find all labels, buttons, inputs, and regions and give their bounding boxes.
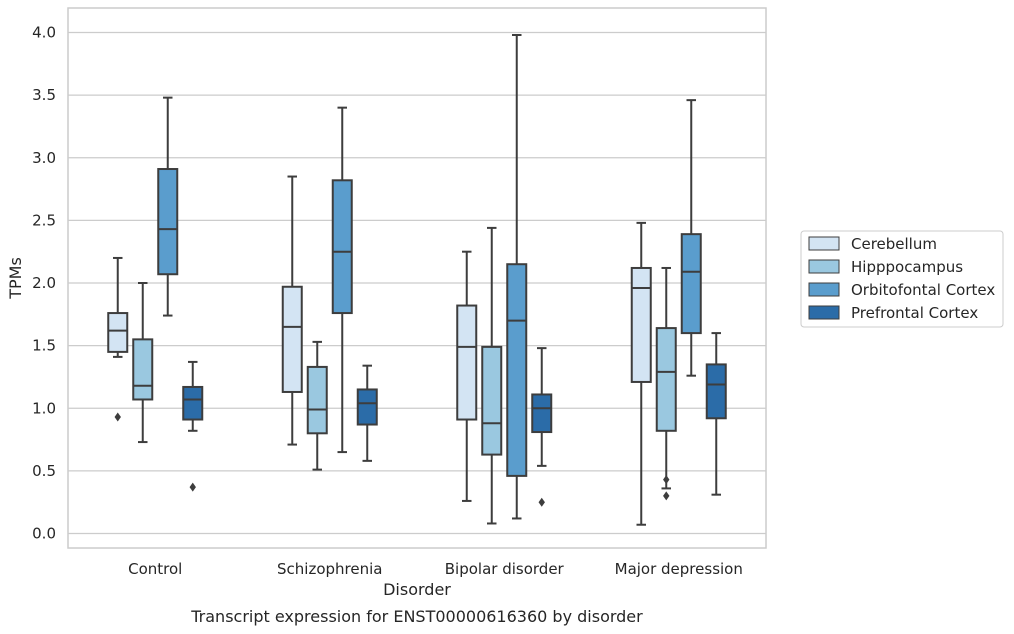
legend-item: Cerebellum <box>808 235 937 253</box>
y-tick-label: 3.5 <box>32 86 56 104</box>
x-axis-title: Disorder <box>383 580 451 599</box>
box-iqr <box>306 365 328 435</box>
box-iqr <box>481 345 503 456</box>
legend-items: Cerebellum Hipppocampus Orbitofontal Corte… <box>808 235 995 322</box>
legend-swatch <box>808 305 840 320</box>
box-iqr <box>655 327 677 432</box>
legend-label: Prefrontal Cortex <box>851 304 978 322</box>
outlier-marker <box>663 491 670 501</box>
legend-label: Hipppocampus <box>851 258 963 276</box>
box-series <box>107 34 727 526</box>
y-axis-ticks: 0.0 0.5 1.0 1.5 2.0 2.5 3.0 3.5 4.0 <box>32 24 56 543</box>
outlier-marker <box>189 482 196 492</box>
legend-item: Orbitofontal Cortex <box>808 281 995 299</box>
y-tick-label: 3.0 <box>32 149 56 167</box>
box-series-group <box>132 226 677 525</box>
legend-frame <box>800 230 1004 328</box>
legend-item: Hipppocampus <box>808 258 963 276</box>
box-iqr <box>132 338 154 401</box>
legend: Cerebellum Hipppocampus Orbitofontal Corte… <box>800 230 1004 328</box>
box-iqr <box>107 312 129 353</box>
outlier-marker <box>663 475 670 485</box>
box-iqr <box>331 179 353 315</box>
legend-swatch <box>808 259 840 274</box>
box-iqr <box>531 393 553 434</box>
box-iqr <box>182 385 204 421</box>
box-iqr <box>456 304 478 421</box>
box-iqr <box>281 285 303 393</box>
y-tick-label: 1.5 <box>32 337 56 355</box>
y-axis-title: TPMs <box>6 257 25 300</box>
y-tick-label: 1.0 <box>32 399 56 417</box>
box-iqr <box>680 233 702 335</box>
y-tick-label: 2.5 <box>32 211 56 229</box>
box-series-group <box>182 332 727 507</box>
outlier-marker <box>538 497 545 507</box>
y-tick-label: 2.0 <box>32 274 56 292</box>
y-tick-label: 4.0 <box>32 24 56 42</box>
box-series-group <box>107 175 652 526</box>
box-iqr <box>506 263 528 477</box>
x-tick-label: Control <box>128 560 182 578</box>
legend-label: Orbitofontal Cortex <box>851 281 995 299</box>
plot-area-frame <box>67 7 767 549</box>
box-iqr <box>157 168 179 276</box>
x-axis-ticks: Control Schizophrenia Bipolar disorder Majo… <box>128 560 743 578</box>
legend-swatch <box>808 282 840 297</box>
chart-caption: Transcript expression for ENST0000061636… <box>190 607 643 626</box>
outlier-marker <box>114 412 121 422</box>
x-tick-label: Bipolar disorder <box>445 560 565 578</box>
box-iqr <box>630 266 652 383</box>
legend-label: Cerebellum <box>851 235 937 253</box>
box-series-group <box>157 34 702 520</box>
x-tick-label: Major depression <box>615 560 743 578</box>
y-tick-label: 0.0 <box>32 525 56 543</box>
y-tick-label: 0.5 <box>32 462 56 480</box>
box-iqr <box>356 388 378 426</box>
box-iqr <box>705 363 727 420</box>
x-tick-label: Schizophrenia <box>277 560 382 578</box>
legend-swatch <box>808 236 840 251</box>
legend-item: Prefrontal Cortex <box>808 304 978 322</box>
